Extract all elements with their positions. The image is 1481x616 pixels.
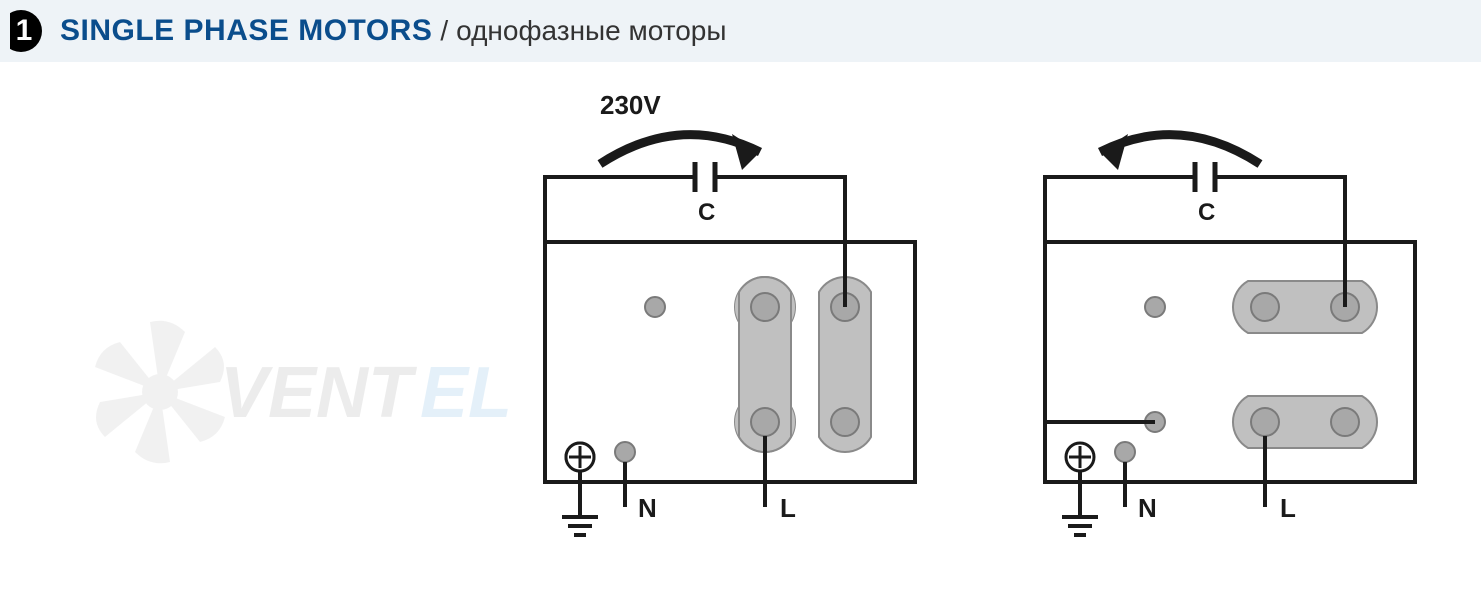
neutral-label: N <box>638 493 657 523</box>
rotation-arrow-cw <box>600 134 760 170</box>
watermark-logo: VENT EL <box>90 292 510 497</box>
section-number-badge: 1 <box>0 10 42 52</box>
capacitor-label: C <box>1198 199 1215 226</box>
wiring-diagram-ccw: C <box>990 122 1440 592</box>
wiring-diagram-cw: C <box>490 122 940 592</box>
line-label: L <box>1280 493 1296 523</box>
capacitor-label: C <box>698 199 715 226</box>
header-bar: 1 SINGLE PHASE MOTORS / однофазные мотор… <box>0 0 1481 62</box>
rotation-arrow-ccw <box>1100 134 1260 170</box>
header-title-main: SINGLE PHASE MOTORS <box>60 14 432 48</box>
line-label: L <box>780 493 796 523</box>
voltage-label: 230V <box>600 90 661 121</box>
header-title-sep: / <box>440 15 448 47</box>
neutral-label: N <box>1138 493 1157 523</box>
header-title-sub: однофазные моторы <box>456 15 726 47</box>
svg-text:VENT: VENT <box>220 353 418 433</box>
content-area: 230V VENT EL <box>0 62 1481 616</box>
